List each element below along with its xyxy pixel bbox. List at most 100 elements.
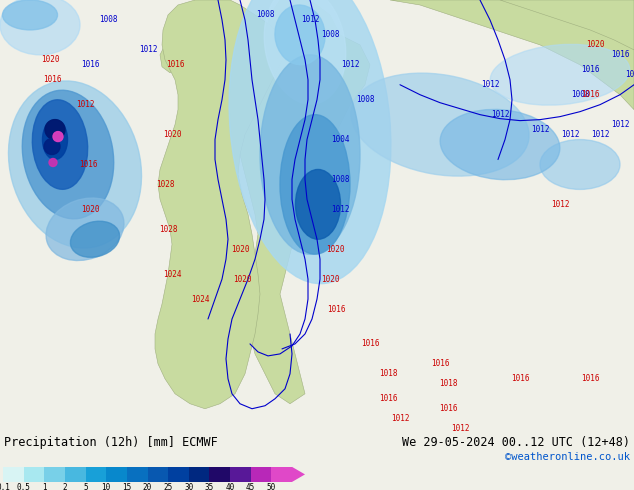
- Text: 1012: 1012: [301, 16, 320, 24]
- Text: 1020: 1020: [233, 274, 251, 284]
- Circle shape: [49, 158, 57, 167]
- Polygon shape: [175, 0, 230, 85]
- Text: 1016: 1016: [430, 359, 450, 368]
- Bar: [271, 467, 292, 482]
- Ellipse shape: [540, 140, 620, 190]
- Text: 30: 30: [184, 483, 193, 490]
- Ellipse shape: [260, 55, 360, 254]
- Text: 1008: 1008: [321, 30, 339, 39]
- Text: 20: 20: [143, 483, 152, 490]
- Ellipse shape: [280, 115, 350, 254]
- Text: 1016: 1016: [81, 60, 100, 69]
- Ellipse shape: [229, 0, 391, 284]
- Text: 0.1: 0.1: [0, 483, 10, 490]
- Text: 5: 5: [83, 483, 88, 490]
- Ellipse shape: [32, 100, 87, 189]
- Text: 1: 1: [42, 483, 46, 490]
- Ellipse shape: [490, 45, 630, 105]
- Text: 1016: 1016: [611, 50, 630, 59]
- Bar: [230, 467, 250, 482]
- Text: 1008: 1008: [571, 90, 589, 99]
- Text: 45: 45: [246, 483, 256, 490]
- Text: 50: 50: [267, 483, 276, 490]
- Text: 10: 10: [101, 483, 111, 490]
- Text: 1008: 1008: [331, 175, 349, 184]
- Bar: [23, 467, 44, 482]
- Text: 1012: 1012: [591, 130, 609, 139]
- Text: 1016: 1016: [581, 374, 599, 383]
- Text: 1020: 1020: [41, 55, 59, 64]
- Circle shape: [53, 132, 63, 142]
- Ellipse shape: [0, 0, 80, 55]
- Text: 1016: 1016: [581, 65, 599, 74]
- Ellipse shape: [3, 0, 58, 30]
- Text: 1012: 1012: [139, 46, 157, 54]
- Ellipse shape: [264, 0, 346, 104]
- Ellipse shape: [351, 73, 529, 176]
- Text: 1012: 1012: [340, 60, 359, 69]
- Bar: [209, 467, 230, 482]
- Circle shape: [45, 120, 65, 140]
- Text: 1016: 1016: [327, 305, 346, 314]
- Bar: [65, 467, 86, 482]
- Text: 1016: 1016: [79, 160, 97, 169]
- Text: 1020: 1020: [81, 205, 100, 214]
- Text: 1020: 1020: [321, 274, 339, 284]
- Text: 1008: 1008: [99, 16, 117, 24]
- Text: 1020: 1020: [231, 245, 249, 254]
- Ellipse shape: [275, 5, 325, 65]
- Bar: [250, 467, 271, 482]
- Text: 2: 2: [63, 483, 67, 490]
- Text: 1016: 1016: [42, 75, 61, 84]
- Text: 1012: 1012: [624, 70, 634, 79]
- Polygon shape: [160, 45, 180, 73]
- Ellipse shape: [70, 221, 120, 257]
- Bar: [189, 467, 209, 482]
- Ellipse shape: [22, 90, 113, 219]
- Text: 1016: 1016: [378, 394, 398, 403]
- Bar: [168, 467, 189, 482]
- Polygon shape: [240, 0, 370, 404]
- Text: 1020: 1020: [163, 130, 181, 139]
- Text: 1012: 1012: [611, 120, 630, 129]
- Text: 35: 35: [205, 483, 214, 490]
- Text: 1016: 1016: [439, 404, 457, 413]
- Text: ©weatheronline.co.uk: ©weatheronline.co.uk: [505, 452, 630, 462]
- Text: 15: 15: [122, 483, 131, 490]
- Polygon shape: [500, 0, 634, 50]
- Bar: [127, 467, 148, 482]
- Text: 1016: 1016: [511, 374, 529, 383]
- Text: 1012: 1012: [551, 200, 569, 209]
- Text: 1016: 1016: [165, 60, 184, 69]
- Text: We 29-05-2024 00..12 UTC (12+48): We 29-05-2024 00..12 UTC (12+48): [402, 436, 630, 449]
- Polygon shape: [390, 0, 634, 110]
- Text: 1012: 1012: [481, 80, 499, 89]
- Text: 1028: 1028: [158, 225, 178, 234]
- Text: 1028: 1028: [156, 180, 174, 189]
- Polygon shape: [155, 0, 285, 409]
- Text: 1016: 1016: [361, 340, 379, 348]
- Text: 25: 25: [164, 483, 173, 490]
- Text: 1012: 1012: [391, 414, 410, 423]
- Text: 1012: 1012: [451, 424, 469, 433]
- Text: 1018: 1018: [439, 379, 457, 388]
- Bar: [86, 467, 107, 482]
- Bar: [3, 467, 23, 482]
- Bar: [44, 467, 65, 482]
- Ellipse shape: [295, 170, 340, 239]
- Text: 1020: 1020: [586, 40, 604, 49]
- Text: 0.5: 0.5: [16, 483, 30, 490]
- Text: 1018: 1018: [378, 369, 398, 378]
- Text: 1008: 1008: [256, 10, 275, 20]
- Text: 1012: 1012: [491, 110, 509, 119]
- Ellipse shape: [440, 109, 560, 180]
- Text: 1004: 1004: [331, 135, 349, 144]
- Circle shape: [44, 139, 60, 154]
- Text: 40: 40: [226, 483, 235, 490]
- Text: 1024: 1024: [191, 294, 209, 304]
- Bar: [107, 467, 127, 482]
- Text: 1024: 1024: [163, 270, 181, 279]
- Bar: [148, 467, 168, 482]
- Text: 1008: 1008: [356, 95, 374, 104]
- Text: Precipitation (12h) [mm] ECMWF: Precipitation (12h) [mm] ECMWF: [4, 436, 217, 449]
